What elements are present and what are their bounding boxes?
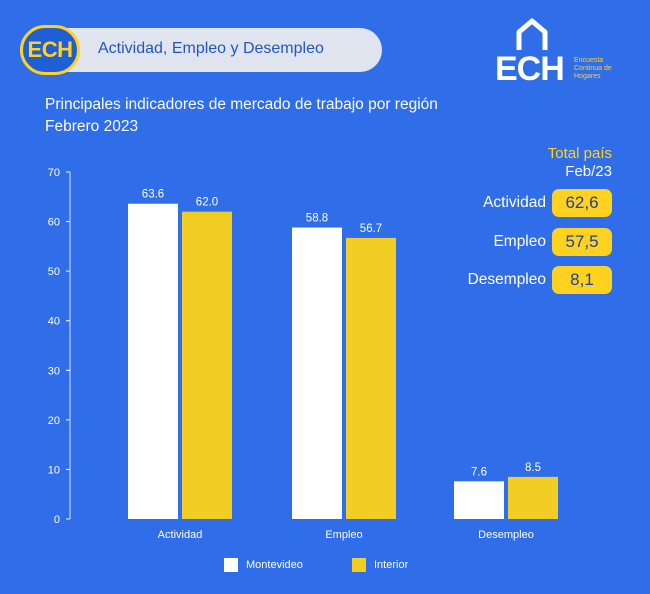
legend-swatch-montevideo: [224, 558, 238, 572]
brand-sub-line: Hogares: [574, 73, 601, 80]
section-title: Actividad, Empleo y Desempleo: [98, 40, 324, 57]
brand-logo-text: ECH: [495, 50, 565, 88]
y-tick-label: 40: [48, 316, 60, 328]
y-tick-label: 0: [54, 514, 60, 526]
bar-interior: [182, 211, 232, 519]
y-tick-label: 70: [48, 167, 60, 179]
brand-subtitle: Encuesta Continua de Hogares: [574, 57, 644, 81]
brand-sub-line: Continua de: [574, 65, 612, 72]
data-label: 62.0: [196, 197, 218, 209]
kpi-value: 8,1: [552, 266, 612, 294]
y-tick-label: 20: [48, 415, 60, 427]
bar-interior: [508, 476, 558, 519]
bar-montevideo: [128, 203, 178, 519]
bar-montevideo: [292, 227, 342, 519]
kpi-value: 57,5: [552, 228, 612, 256]
chart-subtitle-line2: Febrero 2023: [45, 118, 139, 135]
bar-interior: [346, 237, 396, 519]
kpi-row-actividad: Actividad 62,6: [483, 189, 612, 217]
kpi-label: Empleo: [493, 233, 546, 250]
brand-sub-line: Encuesta: [574, 57, 604, 64]
legend-swatch-interior: [352, 558, 366, 572]
kpi-label: Actividad: [483, 194, 546, 211]
data-label: 56.7: [360, 223, 382, 235]
x-tick-label: Actividad: [158, 529, 203, 541]
legend-montevideo: Montevideo: [224, 558, 303, 572]
y-tick-label: 50: [48, 266, 60, 278]
legend-interior: Interior: [352, 558, 408, 572]
kpi-title: Total país: [547, 145, 612, 162]
data-label: 7.6: [471, 466, 487, 478]
chart-subtitle-line1: Principales indicadores de mercado de tr…: [45, 96, 438, 113]
kpi-row-desempleo: Desempleo 8,1: [468, 266, 612, 294]
kpi-period: Feb/23: [565, 163, 612, 180]
x-tick-label: Empleo: [325, 529, 362, 541]
data-label: 8.5: [525, 462, 541, 474]
legend-label: Montevideo: [246, 559, 303, 571]
kpi-row-empleo: Empleo 57,5: [493, 228, 612, 256]
house-icon: [516, 18, 548, 50]
y-tick-label: 30: [48, 365, 60, 377]
y-tick-label: 60: [48, 217, 60, 229]
section-pill: [20, 28, 382, 72]
data-label: 63.6: [142, 189, 164, 201]
kpi-label: Desempleo: [467, 271, 546, 288]
x-tick-label: Desempleo: [478, 529, 534, 541]
y-tick-label: 10: [48, 464, 60, 476]
bar-montevideo: [454, 481, 504, 519]
data-label: 58.8: [306, 213, 328, 225]
ech-badge: ECH: [20, 25, 80, 75]
kpi-value: 62,6: [552, 189, 612, 217]
legend-label: Interior: [374, 559, 409, 571]
